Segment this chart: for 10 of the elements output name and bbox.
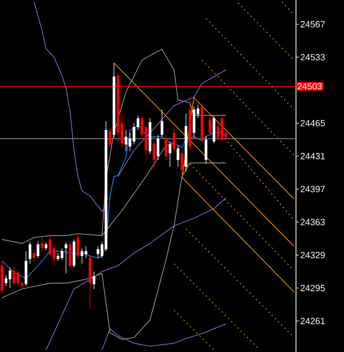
y-tick-label: 24295 bbox=[300, 284, 325, 292]
y-tick-label: 24567 bbox=[300, 21, 325, 28]
y-tick-label: 24329 bbox=[300, 252, 325, 258]
y-tick-label: 24533 bbox=[300, 54, 325, 60]
y-tick-label: 24431 bbox=[300, 152, 325, 160]
y-tick-label: 24363 bbox=[300, 218, 325, 226]
y-tick-label: 24261 bbox=[300, 318, 325, 324]
y-tick-label: 24465 bbox=[300, 120, 325, 126]
ref-line-label: 24503 bbox=[298, 83, 322, 90]
y-tick-label: 24397 bbox=[300, 186, 325, 192]
